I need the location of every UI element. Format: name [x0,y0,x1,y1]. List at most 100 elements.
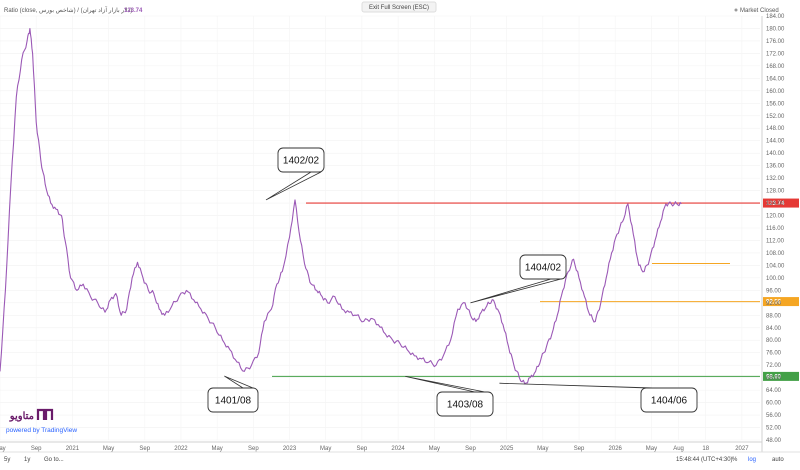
x-tick-label: May [429,446,440,452]
price-level-badge [763,198,799,208]
y-tick-label: 88.00 [766,313,782,319]
callout: 1401/08 [207,375,259,413]
x-tick-label: 2024 [391,446,405,452]
y-tick-label: 100.00 [766,276,785,282]
y-tick-label: 120.00 [766,214,785,220]
callout-label: 1404/02 [525,263,562,274]
scale-option-1[interactable]: log [748,457,756,463]
range-buttons: 5y 1y Go to... [4,457,64,463]
x-tick-label: May [0,446,6,452]
brand-logo [36,408,54,420]
y-tick-label: 64.00 [766,388,782,394]
x-tick-label: May [537,446,548,452]
horizontal-levels: 123.74 92.56 68.60 [272,198,799,381]
clock-readout: 15:48:44 (UTC+4:30) [676,457,733,463]
callout-label: 1401/08 [215,396,252,407]
y-tick-label: 148.00 [766,126,785,132]
y-tick-label: 92.00 [766,301,782,307]
series-legend-label[interactable]: Ratio (close, شاخص بورس) / (دلار بازار آ… [4,6,132,14]
range-button-0[interactable]: 5y [4,457,10,463]
x-tick-label: Sep [465,446,476,452]
price-level-badge-label: 68.60 [766,374,782,380]
y-tick-label: 48.00 [766,438,782,444]
y-tick-label: 112.00 [766,238,785,244]
grid-lines [0,15,760,441]
price-level-badge [763,297,799,307]
y-tick-label: 52.00 [766,426,782,432]
brand-logo-text: متاویو [9,411,34,422]
scale-options: % log auto [732,457,784,463]
x-tick-label: 2026 [609,446,623,452]
scale-option-2[interactable]: auto [772,457,784,463]
price-level-badge-label: 92.56 [766,300,782,306]
y-tick-label: 168.00 [766,64,785,70]
x-tick-label: 2022 [174,446,188,452]
y-tick-label: 68.00 [766,376,782,382]
y-tick-label: 176.00 [766,39,785,45]
callout-label: 1402/02 [283,156,320,167]
callout-box [277,147,325,173]
exit-fullscreen-label: Exit Full Screen (ESC) [369,5,429,11]
x-tick-label: 2021 [66,446,80,452]
y-tick-label: 124.00 [766,201,785,207]
market-status-dot [734,8,738,12]
series-line[interactable] [0,27,682,385]
price-level-badge [763,371,799,381]
y-tick-label: 136.00 [766,164,785,170]
y-tick-label: 128.00 [766,189,785,195]
y-tick-label: 108.00 [766,251,785,257]
y-tick-label: 160.00 [766,89,785,95]
x-tick-label: 2025 [500,446,514,452]
y-tick-label: 72.00 [766,363,782,369]
exit-fullscreen-button[interactable] [361,1,437,13]
callout: 1404/06 [499,382,698,413]
callouts: 1402/02 1404/02 1401/08 1403/08 1404/06 [207,147,698,417]
x-axis[interactable]: May Sep 2021 May Sep 2022 May Sep 2023 May Sep 2024… [0,441,762,452]
y-tick-label: 184.00 [766,14,785,20]
x-tick-label: May [103,446,114,452]
range-button-2[interactable]: Go to... [44,457,64,463]
x-tick-label: May [646,446,657,452]
x-tick-label: Sep [357,446,368,452]
x-tick-label: 18 [702,446,709,452]
callout-label: 1403/08 [447,400,484,411]
callout-box [519,254,567,280]
x-tick-label: 2023 [283,446,297,452]
y-tick-label: 132.00 [766,176,785,182]
y-tick-label: 104.00 [766,263,785,269]
series-last-value: 123.74 [124,8,143,14]
series-layer [0,27,682,385]
price-level-badge-label: 123.74 [766,201,785,207]
callout-box [436,391,494,417]
x-tick-label: Sep [139,446,150,452]
y-tick-label: 140.00 [766,151,785,157]
callout-box [640,387,698,413]
x-tick-label: Sep [31,446,42,452]
x-tick-label: May [320,446,331,452]
powered-by-link[interactable]: powered by TradingView [6,427,77,434]
market-status: Market Closed [740,8,779,14]
scale-option-0[interactable]: % [732,457,738,463]
y-tick-label: 156.00 [766,101,785,107]
y-tick-label: 116.00 [766,226,785,232]
range-button-1[interactable]: 1y [24,457,30,463]
y-tick-label: 172.00 [766,51,785,57]
x-tick-label: May [211,446,222,452]
y-tick-label: 144.00 [766,139,785,145]
y-tick-label: 76.00 [766,351,782,357]
x-tick-label: Aug [673,446,684,452]
callout: 1403/08 [405,376,494,417]
callout: 1404/02 [470,254,567,304]
y-tick-label: 60.00 [766,401,782,407]
x-tick-label: 2027 [735,446,749,452]
callout-label: 1404/06 [651,396,688,407]
y-tick-label: 152.00 [766,114,785,120]
callout: 1402/02 [265,147,325,201]
y-axis[interactable]: 184.00 180.00 176.00 172.00 168.00 164.00 160.… [761,14,785,452]
y-tick-label: 84.00 [766,326,782,332]
x-tick-label: Sep [574,446,585,452]
y-tick-label: 80.00 [766,338,782,344]
